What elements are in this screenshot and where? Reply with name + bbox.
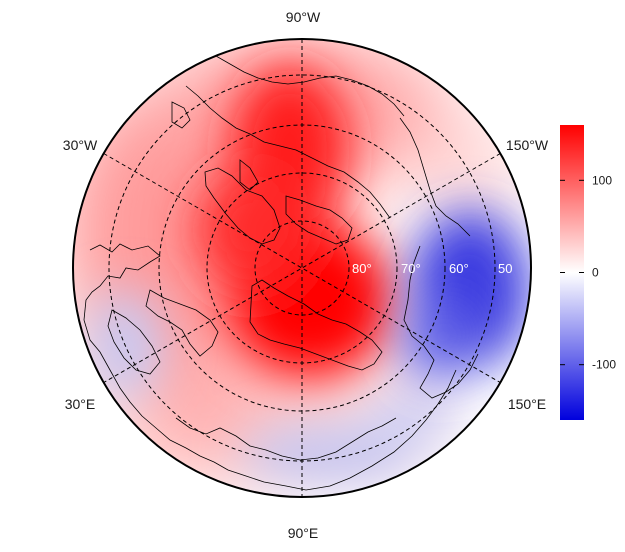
- colorbar-tick-label: -100: [592, 358, 616, 372]
- map-boundary: [72, 38, 532, 498]
- latitude-labels: 80° 70° 60° 50: [352, 261, 512, 276]
- lon-label-150w: 150°W: [506, 137, 549, 153]
- lat-label-60: 60°: [449, 261, 469, 276]
- longitude-labels: 90°W 150°W 150°E 90°E 30°E 30°W: [63, 9, 549, 541]
- coastlines: [83, 55, 479, 491]
- lon-label-30w: 30°W: [63, 137, 98, 153]
- lon-label-90w: 90°W: [286, 9, 321, 25]
- colorbar-ticks: 100 0 -100: [560, 173, 616, 372]
- colorbar-tick-label: 0: [592, 266, 599, 280]
- graticule: [103, 39, 501, 497]
- anomaly-field: [73, 39, 531, 497]
- colorbar: 100 0 -100: [560, 125, 616, 420]
- lon-label-30e: 30°E: [65, 396, 96, 412]
- lat-label-50: 50: [498, 261, 512, 276]
- lon-label-90e: 90°E: [288, 525, 319, 541]
- colorbar-tick-label: 100: [592, 173, 612, 187]
- lon-label-150e: 150°E: [508, 396, 546, 412]
- lat-label-70: 70°: [401, 261, 421, 276]
- lat-label-80: 80°: [352, 261, 372, 276]
